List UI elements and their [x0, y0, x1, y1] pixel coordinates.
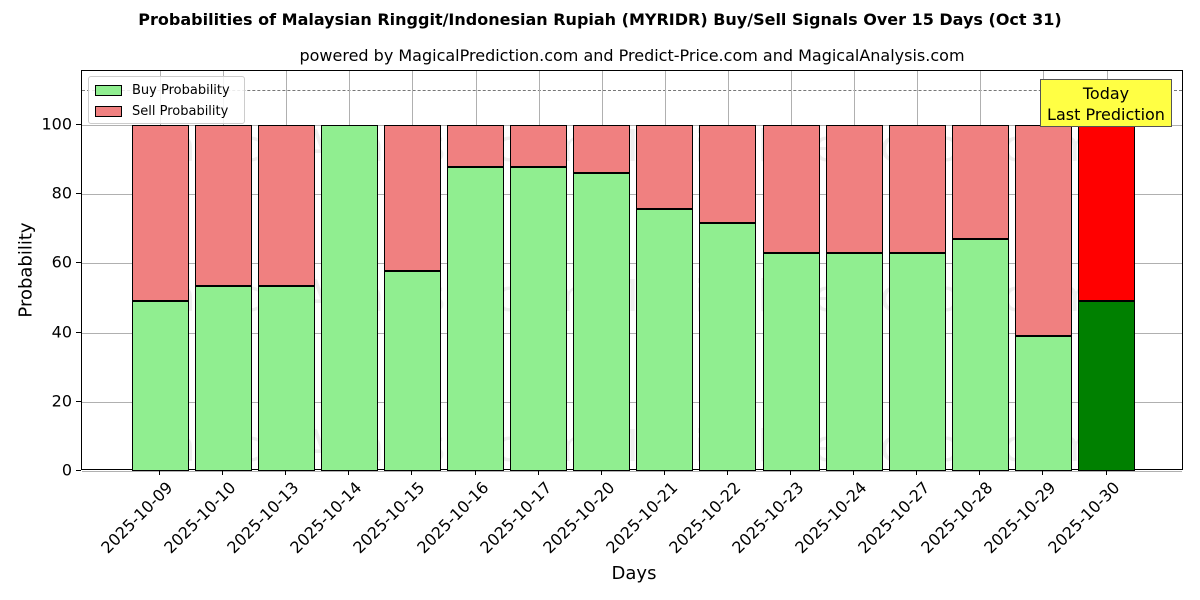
legend: Buy Probability Sell Probability [88, 76, 245, 124]
y-tick-label: 20 [51, 391, 72, 411]
sell-bar [1014, 125, 1072, 337]
y-tick-mark [76, 470, 81, 471]
sell-bar [510, 125, 568, 167]
buy-bar [1078, 301, 1135, 471]
legend-item-buy: Buy Probability [95, 83, 230, 98]
y-axis-title: Probability [15, 222, 37, 318]
buy-bar [383, 271, 441, 471]
gridline-h [82, 401, 1182, 403]
buy-bar [447, 166, 504, 471]
legend-label-buy: Buy Probability [132, 83, 230, 98]
sell-bar [699, 125, 757, 223]
reference-line-110 [82, 90, 1182, 91]
chart-title: Probabilities of Malaysian Ringgit/Indon… [138, 10, 1062, 29]
buy-bar [510, 166, 568, 471]
y-tick-mark [76, 262, 81, 264]
buy-bar [131, 301, 189, 471]
x-tick-mark [411, 470, 413, 475]
x-tick-mark [726, 470, 728, 475]
x-tick-mark [474, 470, 476, 475]
x-tick-mark [979, 470, 981, 475]
today-annotation: Today Last Prediction [1040, 79, 1172, 127]
x-tick-mark [916, 470, 918, 475]
y-tick-mark [76, 193, 81, 195]
y-tick-label: 0 [61, 460, 72, 480]
sell-bar [257, 125, 315, 286]
sell-bar [573, 125, 631, 174]
sell-bar [762, 125, 820, 254]
sell-bar [131, 125, 189, 302]
sell-bar [194, 125, 252, 286]
buy-bar [257, 285, 315, 471]
y-tick-mark [76, 124, 81, 125]
buy-bar [699, 222, 757, 471]
x-tick-mark [663, 470, 665, 475]
gridline-h [82, 194, 1182, 196]
plot-area: MagicalAnalysis.comMagicalPrediction.com… [81, 70, 1183, 472]
gridline-h [82, 263, 1182, 265]
buy-bar [888, 253, 946, 471]
x-tick-mark [600, 470, 602, 475]
today-line1: Today [1082, 84, 1130, 103]
y-tick-label: 80 [51, 183, 72, 203]
x-tick-mark [285, 470, 287, 475]
legend-label-sell: Sell Probability [132, 104, 229, 119]
buy-swatch [95, 85, 122, 96]
chart-subtitle: powered by MagicalPrediction.com and Pre… [299, 46, 965, 65]
sell-bar [1078, 125, 1135, 302]
buy-bar [762, 253, 820, 471]
gridline-h [82, 471, 1182, 472]
buy-bar [1014, 336, 1072, 471]
gridline-h [82, 332, 1182, 334]
y-tick-label: 40 [51, 322, 72, 342]
x-tick-mark [1042, 470, 1044, 475]
sell-bar [888, 125, 946, 254]
sell-bar [951, 125, 1009, 240]
y-tick-label: 100 [41, 114, 72, 134]
y-tick-mark [76, 400, 81, 402]
legend-item-sell: Sell Probability [95, 104, 228, 119]
x-tick-mark [159, 470, 160, 475]
sell-bar [447, 125, 504, 167]
buy-bar [636, 209, 694, 471]
sell-swatch [95, 106, 122, 117]
x-tick-mark [222, 470, 224, 475]
buy-bar [573, 173, 631, 471]
sell-bar [383, 125, 441, 271]
x-tick-mark [1105, 470, 1107, 475]
buy-bar [194, 285, 252, 471]
buy-bar [951, 239, 1009, 471]
today-line2: Last Prediction [1047, 105, 1165, 124]
y-tick-mark [76, 331, 81, 333]
x-tick-mark [348, 470, 350, 475]
x-tick-mark [537, 470, 539, 475]
gridline-h [82, 125, 1182, 126]
sell-bar [825, 125, 883, 254]
x-axis-title: Days [611, 563, 657, 584]
buy-bar [320, 125, 378, 471]
x-tick-mark [853, 470, 855, 475]
buy-bar [825, 253, 883, 471]
x-tick-mark [790, 470, 791, 475]
sell-bar [636, 125, 694, 210]
y-tick-label: 60 [51, 252, 72, 272]
